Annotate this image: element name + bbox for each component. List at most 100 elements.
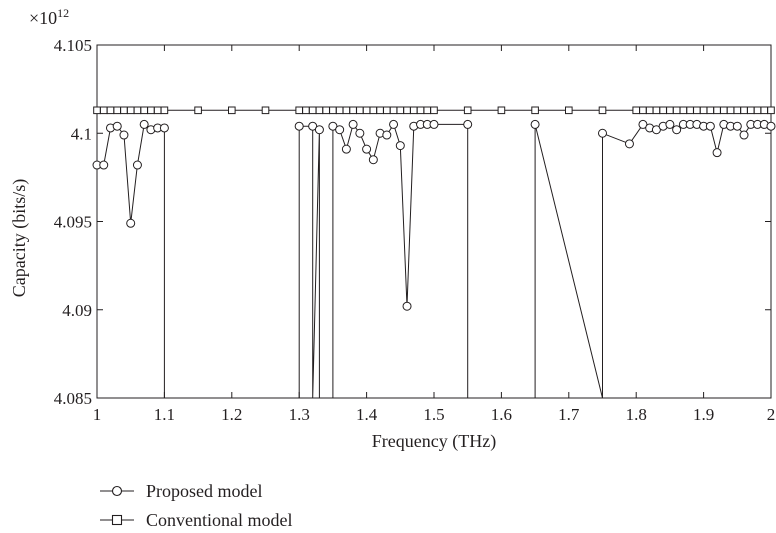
conventional-marker [194, 106, 202, 115]
series-conventional-model [93, 106, 775, 115]
conventional-marker [302, 106, 310, 115]
x-tick-label: 1.1 [154, 405, 175, 424]
conventional-marker [416, 106, 425, 115]
proposed-marker [429, 119, 439, 129]
conventional-marker [383, 106, 391, 115]
conventional-marker [679, 106, 688, 115]
conventional-marker [652, 106, 661, 115]
conventional-marker [740, 106, 748, 115]
axes-box [96, 44, 772, 399]
conventional-marker [423, 106, 432, 115]
conventional-marker [295, 106, 303, 115]
conventional-marker [308, 106, 317, 115]
proposed-marker [530, 119, 540, 129]
conventional-marker [672, 106, 681, 115]
conventional-marker [342, 106, 351, 115]
proposed-marker [362, 144, 372, 154]
conventional-marker [659, 106, 667, 115]
conventional-marker [686, 106, 694, 115]
proposed-line [97, 123, 772, 399]
conventional-marker [113, 106, 122, 115]
conventional-marker [133, 106, 142, 115]
legend-item-conventional-model: Conventional model [100, 510, 292, 530]
series-proposed-model [92, 119, 776, 399]
conventional-marker [565, 106, 573, 115]
proposed-marker [712, 148, 722, 158]
proposed-marker [624, 139, 634, 149]
conventional-marker [720, 106, 728, 115]
proposed-marker [598, 128, 607, 138]
conventional-marker [140, 106, 148, 115]
proposed-marker [705, 121, 715, 131]
conventional-marker [760, 106, 769, 115]
proposed-marker [402, 301, 412, 311]
conventional-marker [639, 106, 647, 115]
proposed-marker [395, 141, 405, 151]
y-tick-label: 4.095 [54, 213, 92, 232]
proposed-marker [99, 160, 109, 170]
conventional-marker [120, 106, 128, 115]
x-axis-label: Frequency (THz) [372, 431, 496, 452]
legend-label-conventional: Conventional model [146, 510, 292, 530]
proposed-marker [294, 121, 304, 131]
conventional-marker [329, 106, 337, 115]
conventional-marker [322, 106, 330, 115]
proposed-marker [112, 121, 122, 131]
conventional-marker [147, 106, 155, 115]
y-axis-label: Capacity (bits/s) [9, 179, 30, 297]
conventional-marker [362, 106, 371, 115]
conventional-marker [99, 106, 108, 115]
y-tick-label: 4.085 [54, 389, 92, 408]
conventional-marker [713, 106, 721, 115]
proposed-marker [463, 119, 473, 129]
conventional-marker [261, 106, 270, 115]
proposed-marker [739, 130, 749, 140]
proposed-marker [665, 119, 675, 129]
legend-marker-circle [111, 485, 123, 497]
y-axis-multiplier-exponent: 12 [57, 6, 69, 20]
conventional-marker [228, 106, 236, 115]
axis-ticks: 1 1.1 1.2 1.3 1.4 1.5 1.6 1.7 1.8 1.9 2 4.085 4.09 4.… [54, 36, 776, 424]
proposed-marker [139, 119, 149, 129]
conventional-marker [160, 106, 169, 115]
legend-item-proposed-model: Proposed model [100, 481, 263, 501]
x-tick-label: 1.7 [558, 405, 580, 424]
conventional-marker [389, 106, 398, 115]
conventional-marker [632, 106, 641, 115]
proposed-marker [355, 128, 365, 138]
proposed-marker [382, 130, 392, 140]
plot-frame [96, 44, 772, 399]
conventional-marker [699, 106, 708, 115]
legend: Proposed model Conventional model [100, 481, 292, 530]
conventional-marker [706, 106, 715, 115]
conventional-marker [430, 106, 438, 115]
conventional-marker [753, 106, 762, 115]
conventional-marker [369, 106, 378, 115]
x-tick-label: 1 [93, 405, 102, 424]
conventional-marker [666, 106, 674, 115]
conventional-marker [767, 106, 775, 115]
conventional-marker [349, 106, 357, 115]
x-tick-label: 2 [767, 405, 776, 424]
y-axis-multiplier: ×1012 [29, 6, 69, 28]
conventional-marker [726, 106, 735, 115]
proposed-marker [159, 123, 169, 133]
conventional-marker [497, 106, 506, 115]
legend-label-proposed: Proposed model [146, 481, 263, 501]
proposed-marker [335, 125, 345, 135]
conventional-marker [409, 106, 418, 115]
proposed-marker [314, 125, 324, 135]
conventional-marker [396, 106, 405, 115]
y-tick-label: 4.105 [54, 36, 92, 55]
proposed-marker [119, 130, 129, 140]
x-tick-label: 1.4 [356, 405, 378, 424]
conventional-marker [463, 106, 472, 115]
y-axis-multiplier-base: ×10 [29, 8, 57, 28]
proposed-marker [766, 121, 776, 131]
proposed-marker [126, 218, 136, 228]
proposed-marker [368, 155, 378, 165]
y-tick-label: 4.09 [62, 301, 92, 320]
proposed-marker [672, 125, 682, 135]
conventional-marker [335, 106, 344, 115]
